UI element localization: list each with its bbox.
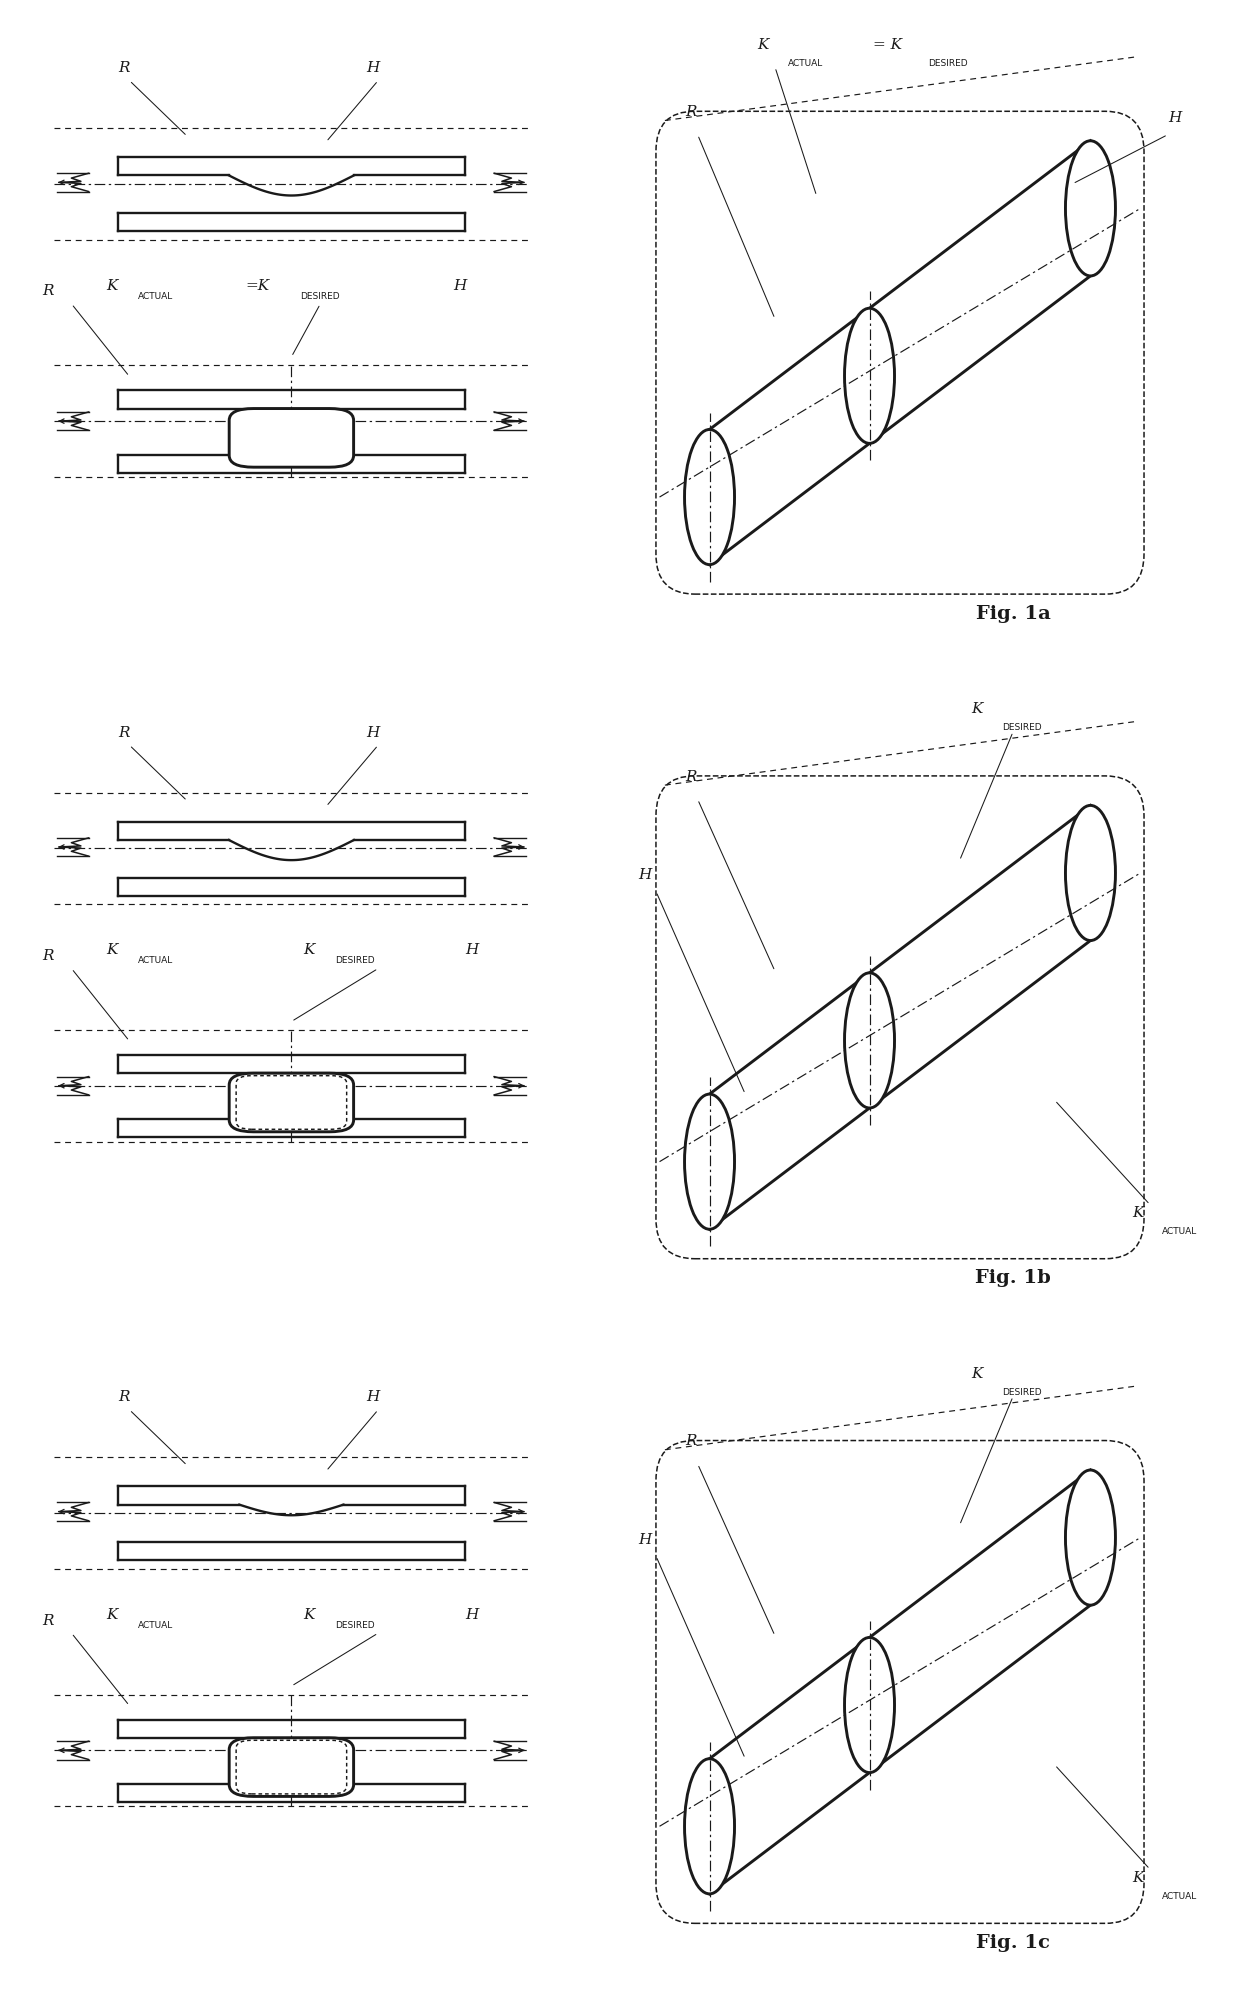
Ellipse shape: [684, 1758, 734, 1893]
Ellipse shape: [1065, 806, 1116, 941]
Ellipse shape: [684, 429, 734, 564]
Text: DESIRED: DESIRED: [1002, 1388, 1042, 1398]
Text: K: K: [971, 703, 983, 717]
Text: ACTUAL: ACTUAL: [138, 292, 174, 300]
Text: R: R: [118, 60, 129, 75]
Text: K: K: [107, 1607, 118, 1621]
Text: R: R: [686, 105, 697, 119]
Polygon shape: [709, 1470, 1090, 1893]
Text: DESIRED: DESIRED: [335, 1621, 374, 1629]
Text: R: R: [686, 1434, 697, 1448]
Text: DESIRED: DESIRED: [1002, 723, 1042, 733]
Text: ACTUAL: ACTUAL: [1162, 1891, 1197, 1901]
Text: R: R: [118, 1390, 129, 1404]
Text: ACTUAL: ACTUAL: [1162, 1227, 1197, 1237]
Text: H: H: [639, 1533, 651, 1547]
Ellipse shape: [1065, 1470, 1116, 1605]
FancyBboxPatch shape: [229, 1073, 353, 1132]
Text: K: K: [303, 1607, 315, 1621]
Text: Fig. 1b: Fig. 1b: [975, 1269, 1052, 1287]
Text: ACTUAL: ACTUAL: [789, 58, 823, 68]
Text: ACTUAL: ACTUAL: [138, 957, 174, 965]
Text: R: R: [686, 769, 697, 783]
Text: H: H: [367, 725, 379, 739]
Text: K: K: [1132, 1871, 1143, 1885]
Text: R: R: [42, 1613, 55, 1627]
Text: Fig. 1a: Fig. 1a: [976, 604, 1050, 622]
Text: H: H: [639, 868, 651, 882]
Text: =K: =K: [246, 278, 269, 292]
Text: = K: = K: [873, 38, 903, 52]
Text: K: K: [107, 943, 118, 957]
FancyBboxPatch shape: [229, 1738, 353, 1796]
Text: K: K: [107, 278, 118, 292]
Text: K: K: [303, 943, 315, 957]
Text: H: H: [465, 943, 479, 957]
Text: R: R: [42, 949, 55, 963]
Ellipse shape: [844, 308, 894, 443]
Text: R: R: [42, 284, 55, 298]
Polygon shape: [709, 141, 1090, 564]
Text: DESIRED: DESIRED: [929, 58, 968, 68]
Text: DESIRED: DESIRED: [300, 292, 340, 300]
Text: K: K: [1132, 1206, 1143, 1220]
Text: ACTUAL: ACTUAL: [138, 1621, 174, 1629]
Polygon shape: [709, 806, 1090, 1229]
FancyBboxPatch shape: [229, 409, 353, 467]
Text: H: H: [465, 1607, 479, 1621]
Ellipse shape: [844, 1637, 894, 1772]
Text: K: K: [971, 1368, 983, 1382]
Text: H: H: [367, 60, 379, 75]
Text: H: H: [1168, 111, 1180, 125]
Ellipse shape: [1065, 141, 1116, 276]
Text: Fig. 1c: Fig. 1c: [976, 1933, 1050, 1952]
Ellipse shape: [684, 1094, 734, 1229]
Text: K: K: [758, 38, 769, 52]
Text: H: H: [454, 278, 466, 292]
Text: DESIRED: DESIRED: [335, 957, 374, 965]
Text: H: H: [367, 1390, 379, 1404]
Text: R: R: [118, 725, 129, 739]
Ellipse shape: [844, 973, 894, 1108]
